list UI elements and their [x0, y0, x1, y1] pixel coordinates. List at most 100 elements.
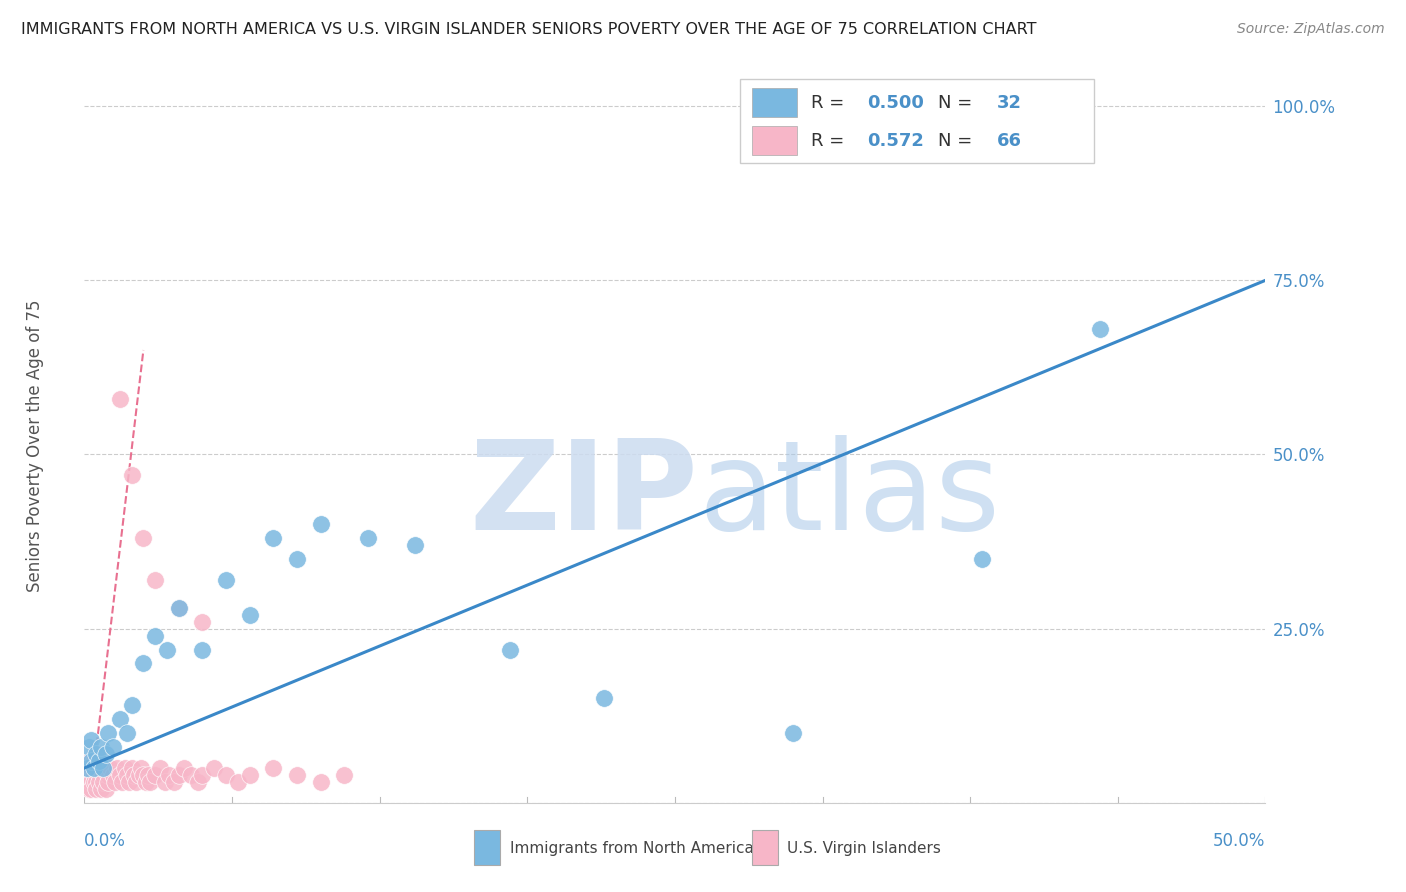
Point — [108, 712, 131, 726]
Point — [191, 615, 214, 629]
Text: 50.0%: 50.0% — [1213, 832, 1265, 850]
Point — [83, 761, 105, 775]
Text: 66: 66 — [997, 132, 1022, 150]
Point — [76, 761, 98, 775]
Point — [129, 761, 152, 775]
Point — [191, 768, 214, 782]
Point — [1088, 322, 1111, 336]
Point — [215, 573, 238, 587]
Point — [108, 768, 131, 782]
Point — [98, 761, 121, 775]
Point — [107, 761, 129, 775]
Point — [114, 761, 136, 775]
Point — [333, 768, 356, 782]
Point — [970, 552, 993, 566]
Point — [132, 531, 155, 545]
Text: U.S. Virgin Islanders: U.S. Virgin Islanders — [787, 840, 941, 855]
Point — [84, 775, 107, 789]
Point — [122, 768, 145, 782]
Point — [80, 733, 103, 747]
Point — [167, 600, 190, 615]
Point — [143, 768, 166, 782]
Point — [84, 747, 107, 761]
Point — [191, 642, 214, 657]
Point — [239, 607, 262, 622]
FancyBboxPatch shape — [752, 126, 797, 155]
Point — [101, 768, 124, 782]
Point — [285, 768, 308, 782]
Point — [187, 775, 209, 789]
FancyBboxPatch shape — [752, 88, 797, 118]
Point — [87, 754, 110, 768]
Point — [91, 775, 114, 789]
Point — [121, 761, 143, 775]
Point — [163, 775, 186, 789]
Point — [121, 698, 143, 713]
Point — [167, 768, 190, 782]
Text: Source: ZipAtlas.com: Source: ZipAtlas.com — [1237, 22, 1385, 37]
Point — [90, 740, 112, 755]
Point — [121, 468, 143, 483]
Point — [135, 775, 157, 789]
FancyBboxPatch shape — [752, 830, 778, 865]
Point — [404, 538, 426, 552]
Point — [128, 768, 150, 782]
Point — [143, 629, 166, 643]
Point — [118, 775, 141, 789]
Text: 0.0%: 0.0% — [84, 832, 127, 850]
Point — [91, 768, 114, 782]
Point — [149, 761, 172, 775]
Point — [180, 768, 202, 782]
Point — [215, 768, 238, 782]
Text: 32: 32 — [997, 94, 1022, 112]
Point — [173, 761, 195, 775]
Point — [77, 754, 100, 768]
Point — [91, 761, 114, 775]
Point — [80, 781, 103, 796]
Point — [262, 531, 284, 545]
Point — [84, 761, 107, 775]
Point — [94, 781, 117, 796]
Text: Seniors Poverty Over the Age of 75: Seniors Poverty Over the Age of 75 — [27, 300, 44, 592]
Point — [202, 761, 225, 775]
Point — [132, 768, 155, 782]
Point — [77, 768, 100, 782]
Point — [111, 775, 134, 789]
Point — [84, 781, 107, 796]
Point — [593, 691, 616, 706]
Point — [153, 775, 176, 789]
Point — [167, 600, 190, 615]
Point — [309, 775, 332, 789]
Text: R =: R = — [811, 94, 849, 112]
Point — [782, 726, 804, 740]
FancyBboxPatch shape — [474, 830, 501, 865]
Point — [285, 552, 308, 566]
Point — [226, 775, 249, 789]
Point — [76, 775, 98, 789]
Point — [83, 754, 105, 768]
Point — [97, 768, 120, 782]
Text: 0.500: 0.500 — [868, 94, 924, 112]
Point — [136, 768, 159, 782]
Point — [498, 642, 520, 657]
Point — [83, 768, 105, 782]
Point — [77, 740, 100, 755]
Text: 0.572: 0.572 — [868, 132, 924, 150]
FancyBboxPatch shape — [740, 78, 1094, 163]
Point — [76, 761, 98, 775]
Text: N =: N = — [938, 132, 979, 150]
Point — [97, 726, 120, 740]
Point — [143, 573, 166, 587]
Point — [94, 761, 117, 775]
Text: R =: R = — [811, 132, 849, 150]
Point — [87, 775, 110, 789]
Point — [94, 747, 117, 761]
Text: atlas: atlas — [699, 435, 1001, 556]
Point — [104, 775, 127, 789]
Point — [139, 775, 162, 789]
Point — [80, 775, 103, 789]
Point — [90, 781, 112, 796]
Point — [77, 781, 100, 796]
Text: IMMIGRANTS FROM NORTH AMERICA VS U.S. VIRGIN ISLANDER SENIORS POVERTY OVER THE A: IMMIGRANTS FROM NORTH AMERICA VS U.S. VI… — [21, 22, 1036, 37]
Point — [80, 754, 103, 768]
